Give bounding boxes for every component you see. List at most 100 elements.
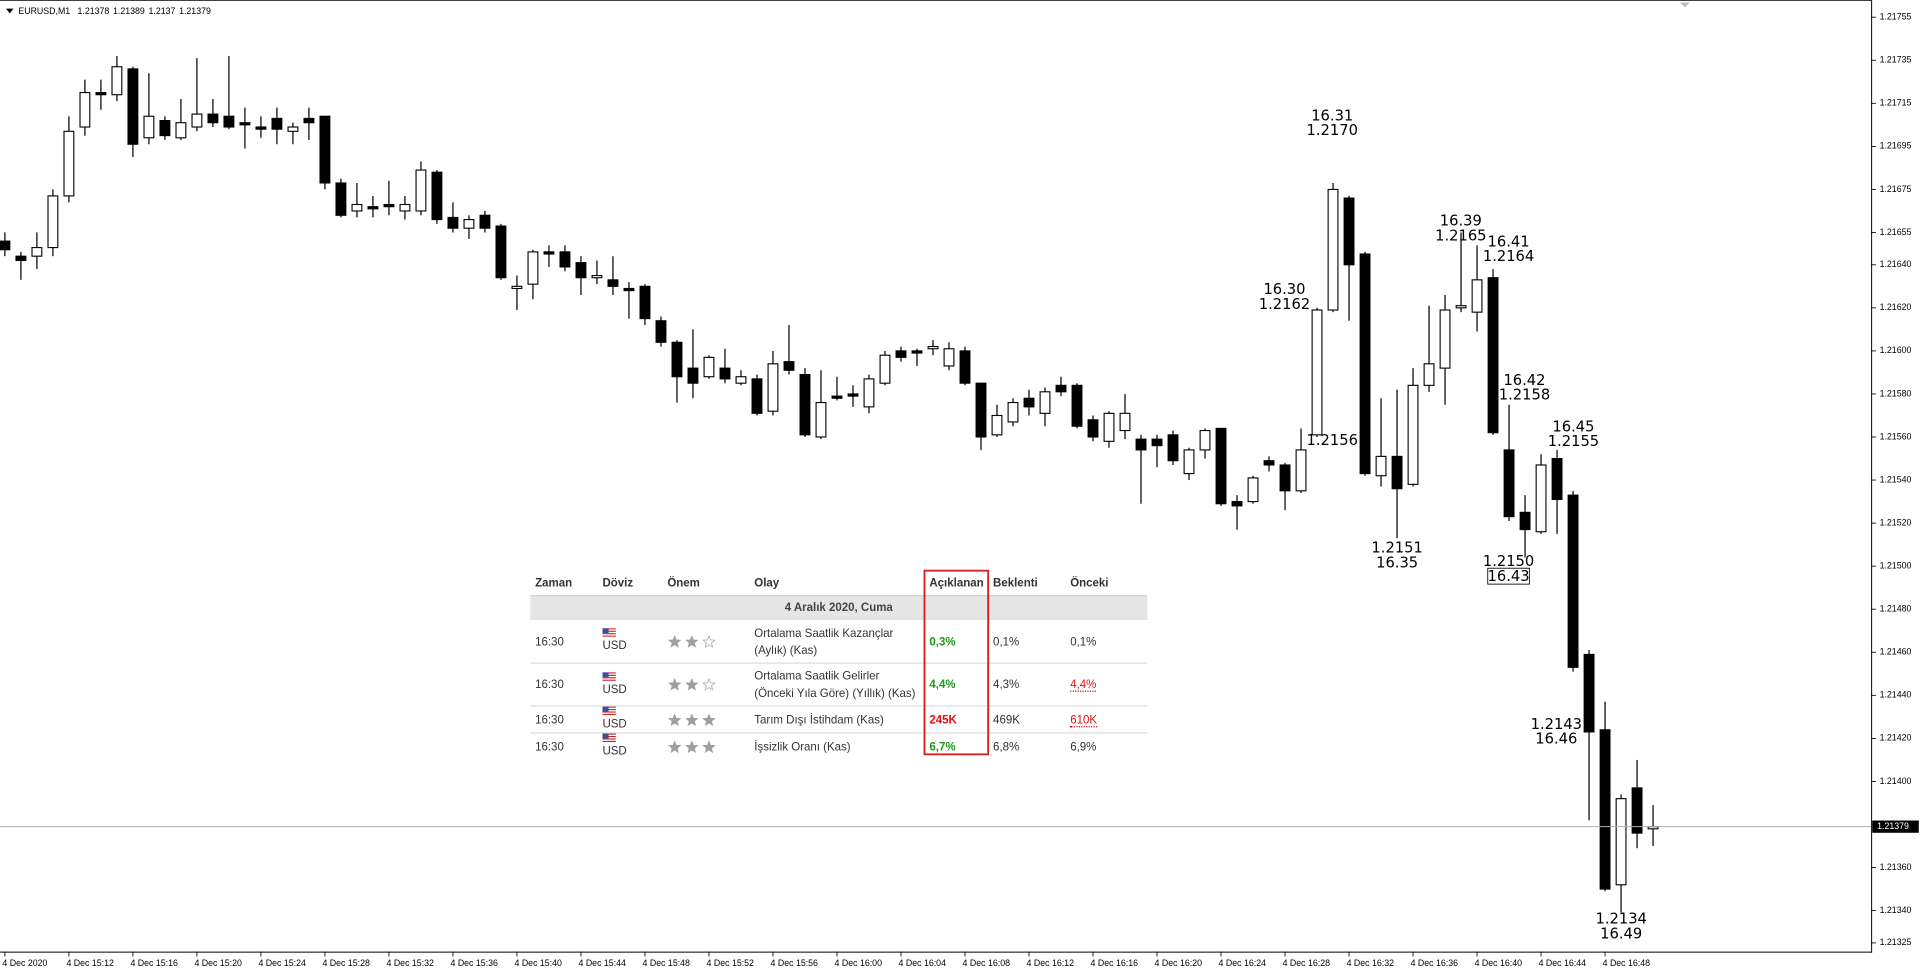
candle-body	[239, 122, 251, 126]
star	[702, 740, 716, 753]
candle-body	[1503, 449, 1515, 518]
star	[667, 634, 682, 648]
x-tick-label: 4 Dec 15:16	[130, 958, 178, 968]
star	[667, 713, 682, 726]
candle-body	[1439, 309, 1451, 369]
candle-body	[1359, 253, 1371, 475]
flag-us	[602, 671, 616, 681]
actual: 245K	[929, 712, 957, 726]
y-tick-label: 1.21655	[1880, 227, 1912, 237]
candle-body	[863, 378, 875, 408]
candle-body	[79, 92, 91, 128]
candle-body	[351, 203, 363, 212]
x-tick-label: 4 Dec 16:08	[963, 958, 1011, 968]
y-tick-label: 1.21460	[1880, 647, 1912, 657]
y-tick-label: 1.21500	[1880, 560, 1912, 570]
header-close: 1.21379	[179, 7, 211, 17]
annotation-text: 16.45	[1552, 418, 1594, 435]
annotation-text: 1.2155	[1548, 433, 1599, 450]
candle-body	[1039, 391, 1051, 414]
flag-stripe	[602, 671, 616, 673]
y-tick-label: 1.21340	[1880, 905, 1912, 915]
previous: 4,4%	[1070, 677, 1097, 692]
symbol: EURUSD,M1	[18, 7, 70, 17]
candle-body	[1487, 277, 1499, 434]
star	[667, 678, 682, 691]
candle-body	[447, 216, 459, 229]
candle-body	[847, 393, 859, 397]
candle-body	[591, 274, 603, 279]
flag-stripe	[602, 734, 616, 736]
x-tick-label: 4 Dec 15:52	[707, 958, 755, 968]
candle-body	[1023, 397, 1035, 408]
annotation-text: 1.2158	[1499, 387, 1550, 404]
event-row: 16:30 USD Tarım Dışı İstihdam (Kas) 245K 469…	[530, 705, 1148, 734]
candle-body	[671, 341, 683, 378]
symbol-menu-arrow[interactable]	[6, 8, 14, 14]
current-price-label: 1.21379	[1877, 821, 1909, 831]
currency: USD	[602, 681, 627, 695]
candle-body	[1231, 501, 1243, 507]
y-tick-label: 1.21715	[1880, 98, 1912, 108]
flag-canton	[602, 733, 609, 739]
candle-body	[415, 169, 427, 212]
flag-stripe	[602, 635, 616, 637]
flag-canton	[602, 671, 609, 677]
candle-body	[1279, 464, 1291, 492]
candle-body	[815, 402, 827, 438]
candle-body	[319, 115, 331, 184]
y-tick-label: 1.21480	[1880, 604, 1912, 614]
y-tick-label: 1.21640	[1880, 259, 1912, 269]
x-tick-label: 4 Dec 15:44	[579, 958, 627, 968]
previous-cell: 6,9%	[1065, 732, 1148, 759]
annotation-text: 16.46	[1535, 731, 1577, 748]
candle-body	[303, 117, 315, 124]
importance-stars	[667, 678, 716, 691]
candle-body	[751, 378, 763, 414]
flag-us	[602, 628, 616, 637]
flag-stripe	[602, 634, 616, 636]
x-tick-label: 4 Dec 16:32	[1347, 958, 1395, 968]
star	[685, 678, 699, 691]
candle-body	[1167, 434, 1179, 462]
flag-stripe	[602, 675, 616, 677]
candle-body	[143, 115, 155, 139]
candle-body	[975, 382, 987, 438]
candle-body	[543, 251, 555, 255]
candle-body	[1119, 412, 1131, 432]
candle-body	[1615, 798, 1627, 886]
header-row: Zaman Döviz Önem Olay Açıklanan Beklenti Öncek…	[530, 569, 1148, 597]
actual-cell: 245K	[924, 705, 989, 734]
flag-stripe	[602, 739, 616, 741]
event: Ortalama Saatlik Gelirler (Önceki Yıla G…	[749, 663, 925, 707]
currency: USD	[602, 716, 627, 730]
candle-body	[719, 367, 731, 380]
column-header: Beklenti	[988, 569, 1066, 597]
date: 4 Aralık 2020, Cuma	[530, 595, 1148, 620]
candle-body	[1295, 449, 1307, 492]
candle-body	[1407, 384, 1419, 485]
candle-body	[1471, 279, 1483, 313]
y-tick-label: 1.21400	[1880, 776, 1912, 786]
importance-cell	[662, 705, 750, 734]
importance-stars	[667, 634, 716, 648]
candle-body	[1583, 653, 1595, 733]
annotation-text: 1.2162	[1259, 296, 1310, 313]
y-tick-label: 1.21695	[1880, 141, 1912, 151]
currency: USD	[602, 743, 627, 757]
y-tick-label: 1.21325	[1880, 937, 1912, 947]
flag-stripe	[602, 628, 616, 630]
candle-body	[463, 219, 475, 229]
flag-stripe	[602, 737, 616, 739]
previous: 0,1%	[1070, 633, 1097, 648]
annotation-text: 16.42	[1503, 372, 1545, 389]
flag-us	[602, 733, 616, 743]
flag-canton	[602, 706, 609, 712]
star	[685, 634, 699, 648]
x-tick-label: 4 Dec 16:44	[1539, 958, 1587, 968]
x-tick-label: 4 Dec 15:40	[514, 958, 562, 968]
flag-stripe	[602, 706, 616, 708]
flag-canton	[602, 628, 609, 634]
